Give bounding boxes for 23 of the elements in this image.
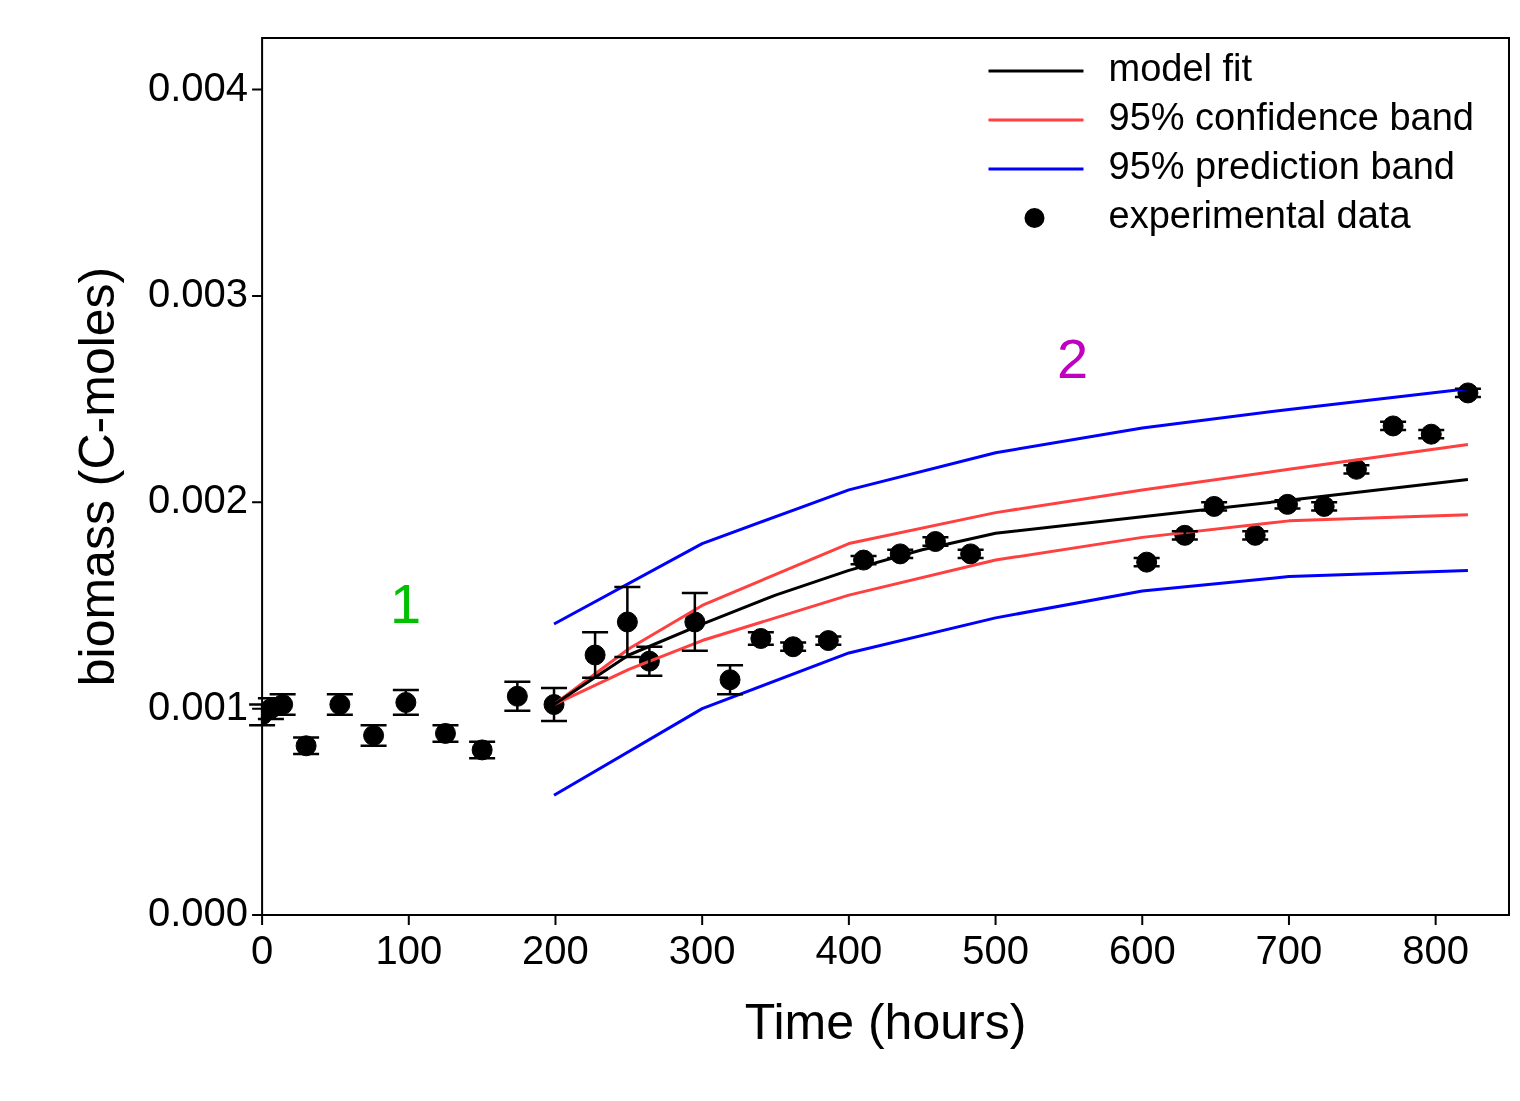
x-tick-label: 400: [815, 928, 883, 973]
legend-label: model fit: [1108, 47, 1253, 90]
annotation: 1: [389, 572, 422, 636]
y-tick-label: 0.004: [147, 64, 249, 109]
y-axis-title: biomass (C-moles): [68, 266, 125, 687]
y-tick-label: 0.003: [147, 270, 249, 315]
legend-label: 95% confidence band: [1108, 96, 1475, 139]
y-tick-label: 0.001: [147, 683, 249, 728]
x-tick-label: 800: [1402, 928, 1470, 973]
point: [584, 644, 606, 666]
legend-label: 95% prediction band: [1108, 145, 1455, 188]
x-tick-label: 0: [250, 928, 274, 973]
y-tick-label: 0.002: [147, 477, 249, 522]
x-tick-label: 200: [522, 928, 589, 973]
legend-label: experimental data: [1108, 194, 1412, 237]
x-tick-label: 500: [962, 928, 1029, 973]
annotation: 2: [1057, 326, 1089, 390]
x-tick-label: 700: [1255, 928, 1323, 973]
x-tick-label: 100: [375, 928, 443, 973]
x-tick-label: 300: [668, 928, 736, 973]
y-tick-label: 0.000: [147, 890, 249, 935]
x-tick-label: 600: [1108, 928, 1176, 973]
x-axis-title: Time (hours): [744, 993, 1027, 1050]
